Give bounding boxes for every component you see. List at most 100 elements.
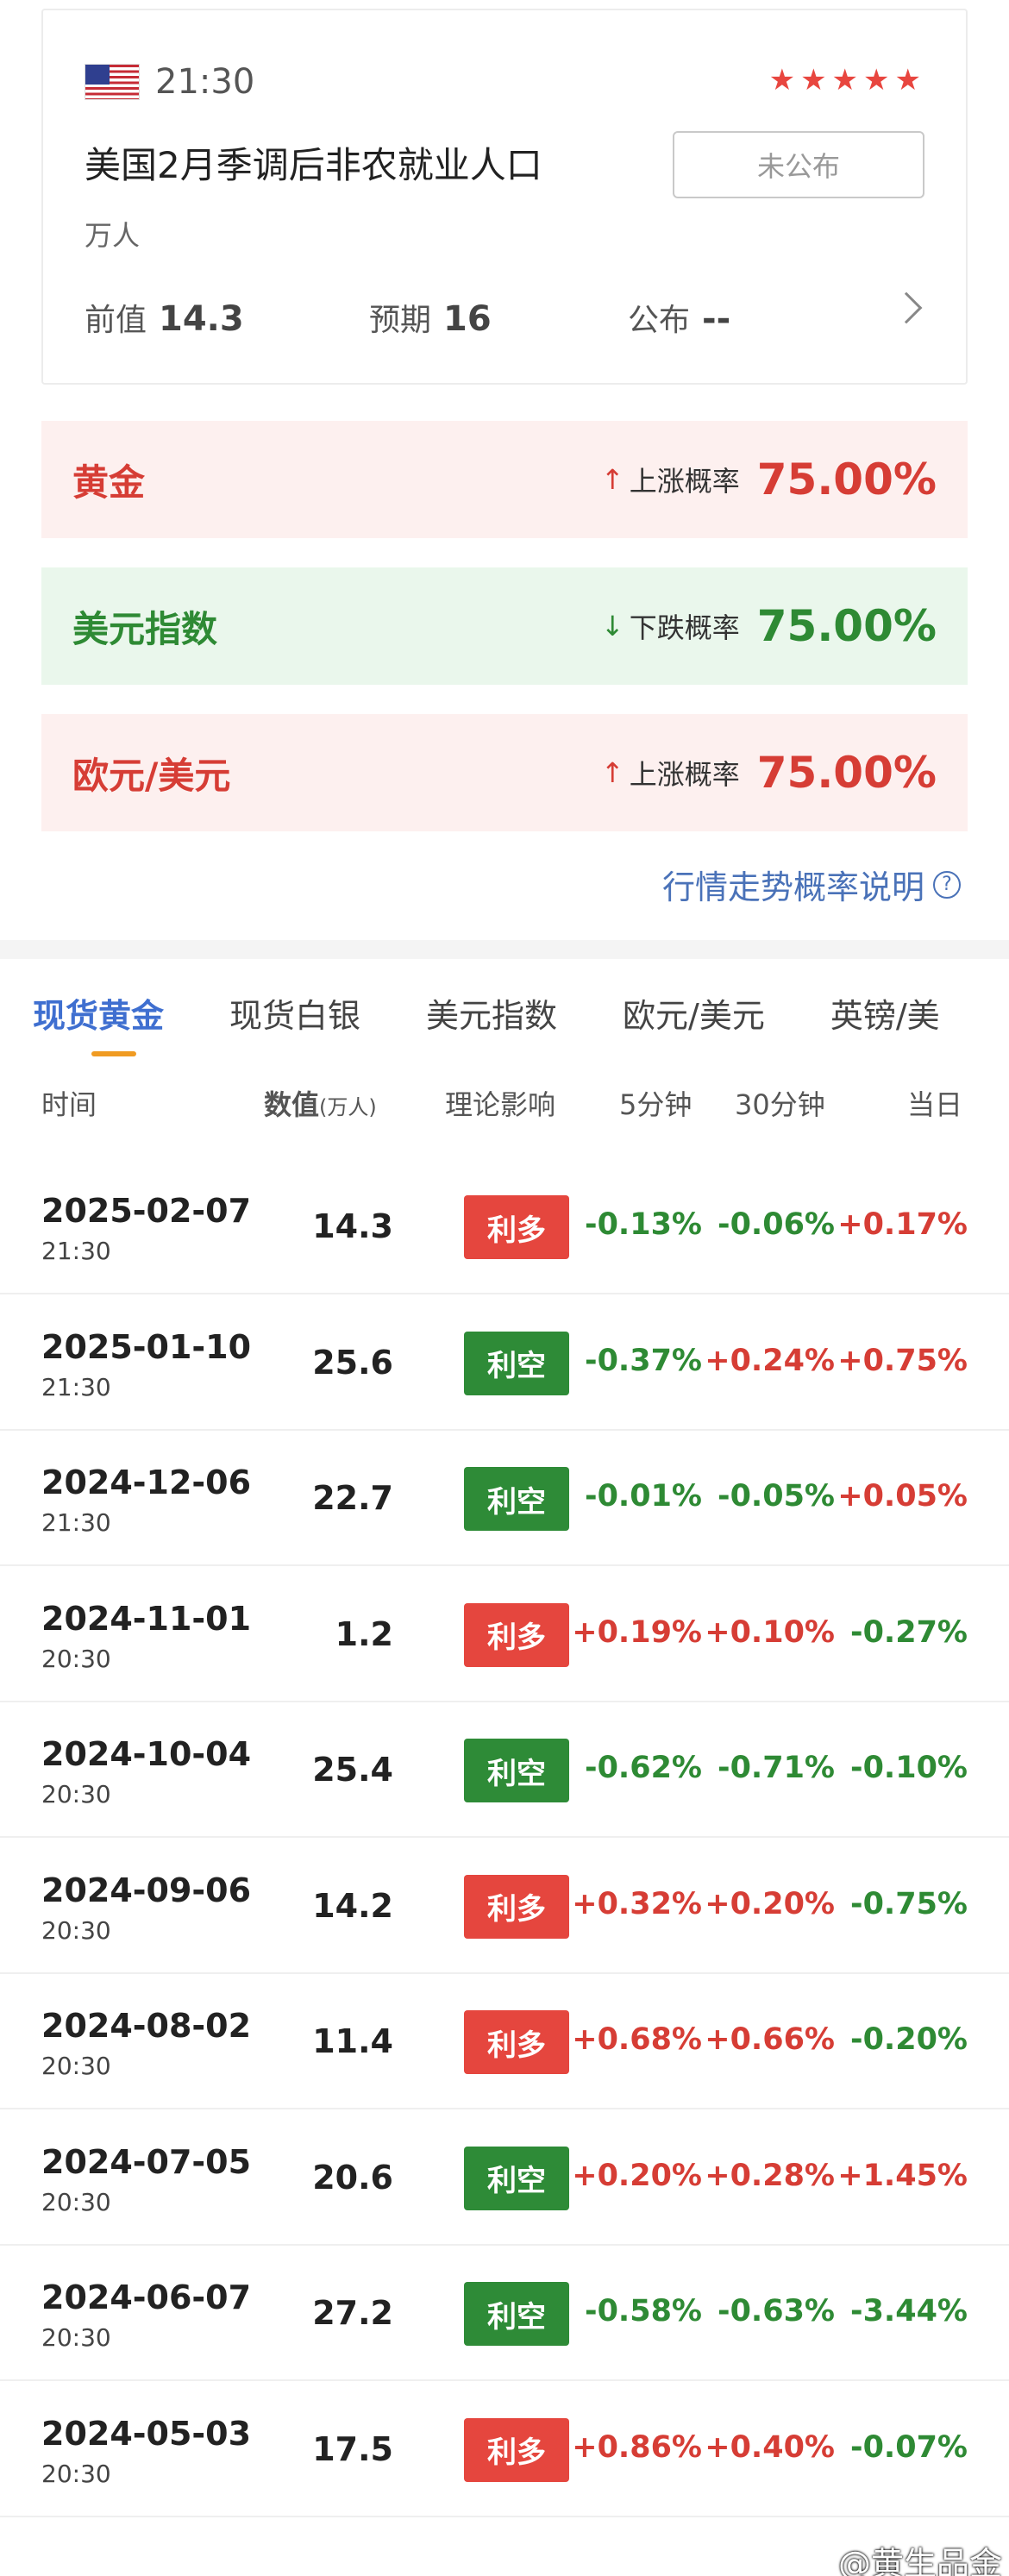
table-header: 时间 数值(万人) 理论影响 5分钟 30分钟 当日: [0, 1083, 1009, 1145]
star-icon: ★: [894, 63, 921, 97]
event-unit: 万人: [85, 219, 141, 252]
table-row[interactable]: 2024-11-01 20:30 1.2 利多 +0.19% +0.10% -0.27%: [0, 1567, 1009, 1702]
row-change-m30: +0.20%: [705, 1886, 835, 1921]
event-stats[interactable]: 前值 14.3 预期 16 公布 --: [85, 291, 924, 343]
forecast-stat: 预期 16: [369, 295, 628, 340]
row-change-m5: -0.01%: [585, 1479, 702, 1514]
table-row[interactable]: 2024-12-06 21:30 22.7 利空 -0.01% -0.05% +0.05%: [0, 1431, 1009, 1566]
arrow-up-icon: ↑: [600, 756, 624, 789]
star-icon: ★: [831, 63, 859, 97]
table-row[interactable]: 2024-07-05 20:30 20.6 利空 +0.20% +0.28% +1.45%: [0, 2110, 1009, 2246]
row-change-m5: +0.20%: [572, 2158, 702, 2193]
previous-stat: 前值 14.3: [85, 295, 369, 340]
event-title: 美国2月季调后非农就业人口: [85, 144, 542, 186]
table-row[interactable]: 2024-08-02 20:30 11.4 利多 +0.68% +0.66% -0.20%: [0, 1974, 1009, 2109]
row-value: 27.2: [312, 2294, 393, 2332]
forecast-label: 预期: [369, 303, 432, 338]
table-row[interactable]: 2025-01-10 21:30 25.6 利空 -0.37% +0.24% +0.75%: [0, 1295, 1009, 1431]
row-change-m30: +0.66%: [705, 2022, 835, 2057]
impact-badge: 利空: [464, 1467, 569, 1531]
header-5min: 5分钟: [619, 1088, 693, 1121]
row-time: 21:30: [41, 1237, 111, 1265]
row-value: 25.4: [312, 1751, 393, 1789]
help-icon: ?: [933, 870, 961, 899]
row-change-m5: +0.32%: [572, 1886, 702, 1921]
row-date: 2025-01-10: [41, 1327, 252, 1366]
impact-badge: 利多: [464, 2417, 569, 2482]
table-row[interactable]: 2024-05-03 20:30 17.5 利多 +0.86% +0.40% -0.07%: [0, 2382, 1009, 2517]
row-time: 21:30: [41, 1508, 111, 1537]
asset-tabs: 现货黄金 现货白银 美元指数 欧元/美元 英镑/美: [0, 959, 1009, 1066]
prob-label: ↑ 上涨概率: [601, 460, 740, 499]
tab-spot-gold[interactable]: 现货黄金: [33, 989, 164, 1056]
row-change-m30: +0.10%: [705, 1614, 835, 1650]
header-value-label: 数值: [264, 1088, 320, 1121]
prob-row-eurusd[interactable]: 欧元/美元 ↑ 上涨概率 75.00%: [41, 714, 968, 831]
arrow-down-icon: ↓: [600, 610, 624, 642]
section-divider: [0, 940, 1009, 959]
row-change-day: -0.10%: [850, 1751, 968, 1785]
impact-badge: 利多: [464, 1602, 569, 1667]
row-change-day: -0.07%: [850, 2429, 968, 2465]
forecast-value: 16: [443, 299, 492, 339]
row-change-day: +1.45%: [837, 2158, 968, 2193]
status-button[interactable]: 未公布: [673, 131, 924, 198]
row-date: 2024-11-01: [41, 1599, 252, 1638]
row-change-m5: +0.19%: [572, 1614, 702, 1650]
chevron-right-icon[interactable]: [890, 291, 923, 324]
row-time: 20:30: [41, 1644, 111, 1673]
explain-link-text: 行情走势概率说明: [661, 868, 924, 906]
impact-badge: 利多: [464, 2010, 569, 2074]
row-change-day: -3.44%: [850, 2294, 968, 2328]
row-change-m5: -0.58%: [585, 2294, 702, 2328]
prob-asset: 欧元/美元: [72, 754, 231, 797]
row-change-m30: -0.05%: [718, 1479, 835, 1514]
table-row[interactable]: 2024-09-06 20:30 14.2 利多 +0.32% +0.20% -0.75%: [0, 1839, 1009, 1974]
row-change-m5: +0.68%: [572, 2022, 702, 2057]
table-row[interactable]: 2024-06-07 20:30 27.2 利空 -0.58% -0.63% -3.44%: [0, 2246, 1009, 2381]
table-row[interactable]: 2024-10-04 20:30 25.4 利空 -0.62% -0.71% -0.10%: [0, 1702, 1009, 1838]
row-change-m5: -0.62%: [585, 1751, 702, 1785]
row-value: 20.6: [312, 2158, 393, 2197]
tab-dollar-index[interactable]: 美元指数: [426, 996, 558, 1035]
row-change-m5: +0.86%: [572, 2429, 702, 2465]
actual-stat: 公布 --: [628, 295, 730, 340]
tab-eurusd[interactable]: 欧元/美元: [623, 996, 765, 1035]
row-change-day: -0.27%: [850, 1614, 968, 1650]
tab-spot-silver[interactable]: 现货白银: [229, 996, 361, 1035]
prob-row-dollar-index[interactable]: 美元指数 ↓ 下跌概率 75.00%: [41, 567, 968, 685]
row-date: 2024-09-06: [41, 1871, 252, 1909]
row-change-day: +0.17%: [837, 1207, 968, 1242]
row-date: 2024-07-05: [41, 2142, 252, 2181]
importance-stars: ★ ★ ★ ★ ★: [769, 66, 921, 95]
prob-value: 75.00%: [756, 748, 937, 798]
table-row[interactable]: 2025-02-07 21:30 14.3 利多 -0.13% -0.06% +0.17%: [0, 1159, 1009, 1294]
actual-value: --: [702, 299, 731, 339]
prob-label: ↑ 上涨概率: [601, 753, 740, 793]
row-date: 2024-06-07: [41, 2278, 252, 2316]
row-change-day: +0.05%: [837, 1479, 968, 1514]
prob-row-gold[interactable]: 黄金 ↑ 上涨概率 75.00%: [41, 421, 968, 538]
row-change-m30: +0.28%: [705, 2158, 835, 2193]
row-change-day: -0.20%: [850, 2022, 968, 2057]
impact-badge: 利多: [464, 1874, 569, 1939]
prob-asset: 黄金: [72, 461, 146, 504]
header-value: 数值(万人): [264, 1083, 377, 1123]
row-date: 2024-05-03: [41, 2414, 252, 2453]
row-time: 20:30: [41, 2459, 111, 2488]
header-impact: 理论影响: [445, 1088, 556, 1121]
impact-badge: 利多: [464, 1195, 569, 1259]
previous-value: 14.3: [159, 299, 244, 339]
prob-asset: 美元指数: [72, 607, 218, 650]
probability-explanation-link[interactable]: 行情走势概率说明 ?: [662, 861, 961, 908]
row-date: 2025-02-07: [41, 1192, 252, 1230]
row-value: 14.3: [312, 1207, 393, 1245]
prob-value: 75.00%: [756, 454, 937, 505]
event-time: 21:30: [155, 62, 255, 102]
arrow-up-icon: ↑: [600, 463, 624, 496]
row-time: 20:30: [41, 1780, 111, 1808]
row-change-m30: +0.40%: [705, 2429, 835, 2465]
tab-gbpusd[interactable]: 英镑/美: [830, 996, 940, 1035]
star-icon: ★: [768, 63, 796, 97]
row-change-m30: -0.06%: [718, 1207, 835, 1242]
